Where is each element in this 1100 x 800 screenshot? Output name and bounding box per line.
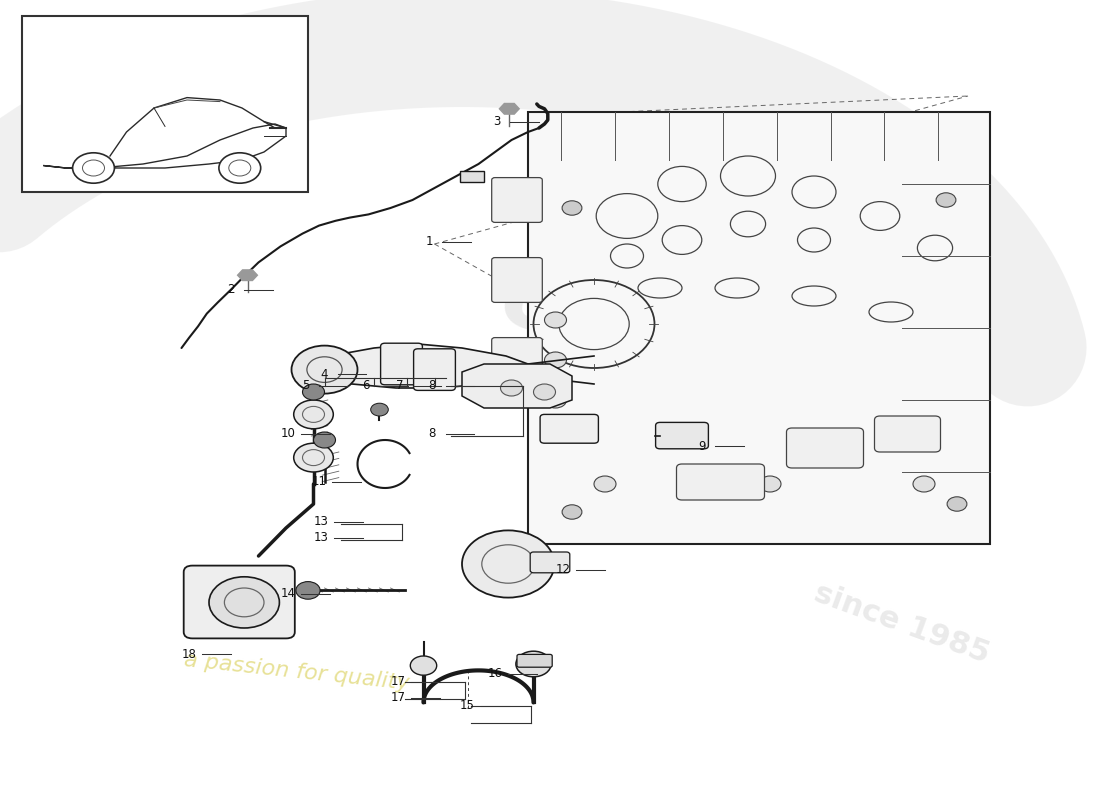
Circle shape [947,497,967,511]
Text: 1: 1 [426,235,432,248]
FancyBboxPatch shape [184,566,295,638]
Text: 13: 13 [314,515,329,528]
Polygon shape [499,103,519,114]
Text: 12: 12 [556,563,571,576]
Text: 13: 13 [314,531,329,544]
Text: 11: 11 [311,475,327,488]
FancyBboxPatch shape [676,464,764,500]
Polygon shape [462,364,572,408]
Text: 16: 16 [487,667,503,680]
Text: 10: 10 [280,427,296,440]
Circle shape [294,400,333,429]
Text: since 1985: since 1985 [811,578,993,670]
Text: 8: 8 [429,379,436,392]
Text: 3: 3 [494,115,501,128]
Bar [460,171,484,182]
Circle shape [292,346,358,394]
Polygon shape [238,270,257,281]
Circle shape [516,651,551,677]
Circle shape [562,505,582,519]
Circle shape [296,582,320,599]
Circle shape [73,153,114,183]
Text: a passion for quality: a passion for quality [184,650,410,694]
Circle shape [314,432,336,448]
Text: europ: europ [488,247,832,441]
Circle shape [209,577,279,628]
Text: 17: 17 [390,675,406,688]
Text: 8: 8 [429,427,436,440]
Text: 5: 5 [302,379,309,392]
Circle shape [759,476,781,492]
FancyBboxPatch shape [381,343,422,385]
FancyBboxPatch shape [517,654,552,667]
Circle shape [544,392,566,408]
Circle shape [594,476,616,492]
Text: 7: 7 [396,379,403,392]
Circle shape [544,352,566,368]
Circle shape [371,403,388,416]
FancyBboxPatch shape [656,422,708,449]
FancyBboxPatch shape [492,178,542,222]
Text: 6: 6 [363,379,370,392]
Text: 14: 14 [280,587,296,600]
FancyBboxPatch shape [786,428,864,468]
FancyBboxPatch shape [874,416,940,452]
Text: 18: 18 [182,648,197,661]
Polygon shape [308,344,528,388]
Text: 4: 4 [321,368,328,381]
Text: es: es [727,334,879,466]
Circle shape [219,153,261,183]
Bar [22,16,308,192]
Text: 15: 15 [460,699,475,712]
FancyBboxPatch shape [540,414,598,443]
Circle shape [544,312,566,328]
Circle shape [562,201,582,215]
Circle shape [410,656,437,675]
FancyBboxPatch shape [492,338,542,382]
FancyBboxPatch shape [530,552,570,573]
Circle shape [302,384,324,400]
FancyBboxPatch shape [528,112,990,544]
Text: 17: 17 [390,691,406,704]
Circle shape [462,530,554,598]
FancyBboxPatch shape [414,349,455,390]
Text: 9: 9 [698,440,705,453]
Circle shape [936,193,956,207]
Text: 2: 2 [228,283,234,296]
Circle shape [534,384,556,400]
Circle shape [500,380,522,396]
FancyBboxPatch shape [492,258,542,302]
Circle shape [913,476,935,492]
Circle shape [294,443,333,472]
